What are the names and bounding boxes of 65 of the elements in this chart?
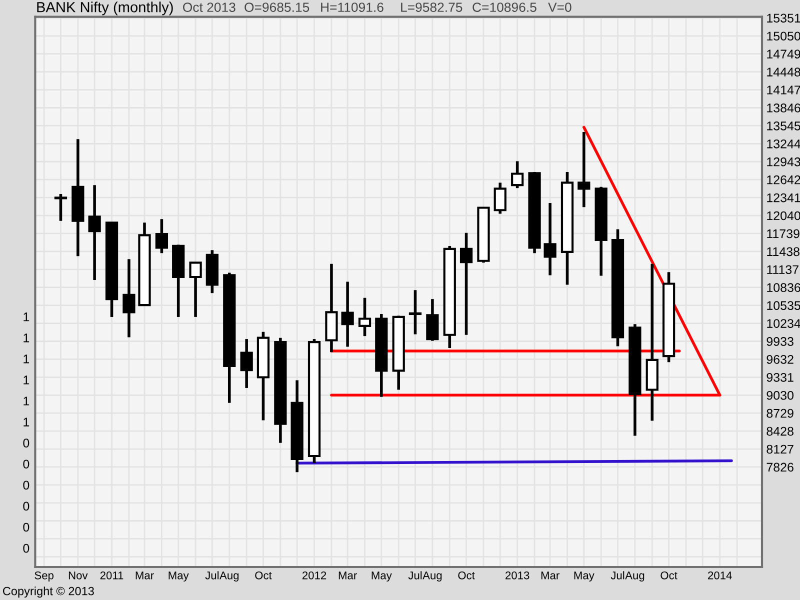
category-label: 1 (24, 334, 30, 342)
category-label: 1 (24, 312, 30, 322)
x-tick-label: May (168, 572, 189, 582)
x-tick-label: Aug (625, 572, 644, 582)
category-label: 0 (23, 438, 30, 448)
y-tick-label: 11739 (767, 229, 800, 238)
y-tick-label: 12040 (767, 211, 800, 220)
y-tick-label: 14749 (767, 50, 800, 59)
y-tick-label: 7826 (766, 462, 794, 472)
category-label: 1 (24, 418, 30, 426)
x-tick-label: Mar (136, 572, 154, 580)
x-tick-label: May (574, 572, 594, 582)
text: V=0 (548, 2, 572, 12)
x-tick-label: Jul (205, 571, 219, 580)
x-tick-label: Aug (422, 572, 442, 582)
text: Oct 2013 (183, 2, 236, 12)
category-label: 0 (23, 544, 30, 553)
x-tick-label: 2011 (100, 571, 124, 580)
x-tick-label: Mar (541, 572, 560, 580)
y-tick-label: 11438 (767, 247, 800, 256)
x-tick-label: May (372, 572, 392, 582)
x-tick-label: Sep (34, 571, 54, 582)
text: L=9582.75 (401, 2, 462, 12)
y-tick-label: 12642 (767, 175, 800, 184)
category-label: 0 (23, 480, 30, 490)
y-tick-label: 12943 (767, 157, 800, 166)
category-label: 0 (23, 502, 30, 511)
y-tick-label: 12341 (767, 193, 800, 202)
y-tick-label: 14448 (767, 68, 800, 76)
y-tick-label: 10535 (767, 301, 800, 310)
x-tick-label: Mar (338, 572, 357, 580)
x-tick-label: 2013 (506, 571, 530, 580)
x-tick-label: Jul (610, 571, 624, 580)
category-label: 0 (23, 460, 30, 469)
text: O=9685.15 (244, 2, 310, 12)
y-tick-label: 15351 (767, 14, 800, 23)
category-label: 0 (23, 522, 30, 532)
y-tick-label: 9933 (766, 337, 794, 346)
x-tick-label: 2012 (302, 571, 326, 580)
y-tick-label: 8127 (766, 444, 794, 454)
category-label: 1 (24, 396, 30, 406)
chart-title: BANK Nifty (monthly) (37, 2, 173, 16)
y-tick-label: 9632 (766, 355, 794, 364)
x-tick-label: Oct (255, 571, 272, 580)
text: C=10896.5 (472, 2, 536, 12)
y-tick-label: 8428 (766, 426, 794, 436)
x-tick-label: Aug (220, 572, 239, 582)
text: H=11091.6 (321, 2, 384, 12)
y-tick-label: 13545 (767, 122, 800, 130)
y-tick-label: 8729 (766, 408, 794, 418)
category-label: 1 (24, 354, 30, 364)
category-label: 1 (24, 376, 30, 384)
y-tick-label: 13846 (767, 104, 800, 112)
x-tick-label: Oct (458, 571, 475, 580)
x-tick-label: Jul (408, 571, 422, 580)
text: Copyright © 2013 (3, 586, 94, 598)
x-tick-label: Oct (660, 571, 678, 580)
x-tick-label: Nov (68, 572, 88, 580)
y-tick-label: 14147 (767, 86, 800, 94)
x-tick-label: 2014 (708, 571, 732, 580)
y-tick-label: 11137 (767, 265, 798, 274)
y-tick-label: 10836 (767, 283, 800, 292)
y-tick-label: 9331 (766, 372, 794, 382)
y-tick-label: 9030 (766, 390, 794, 400)
y-tick-label: 15050 (767, 32, 800, 41)
